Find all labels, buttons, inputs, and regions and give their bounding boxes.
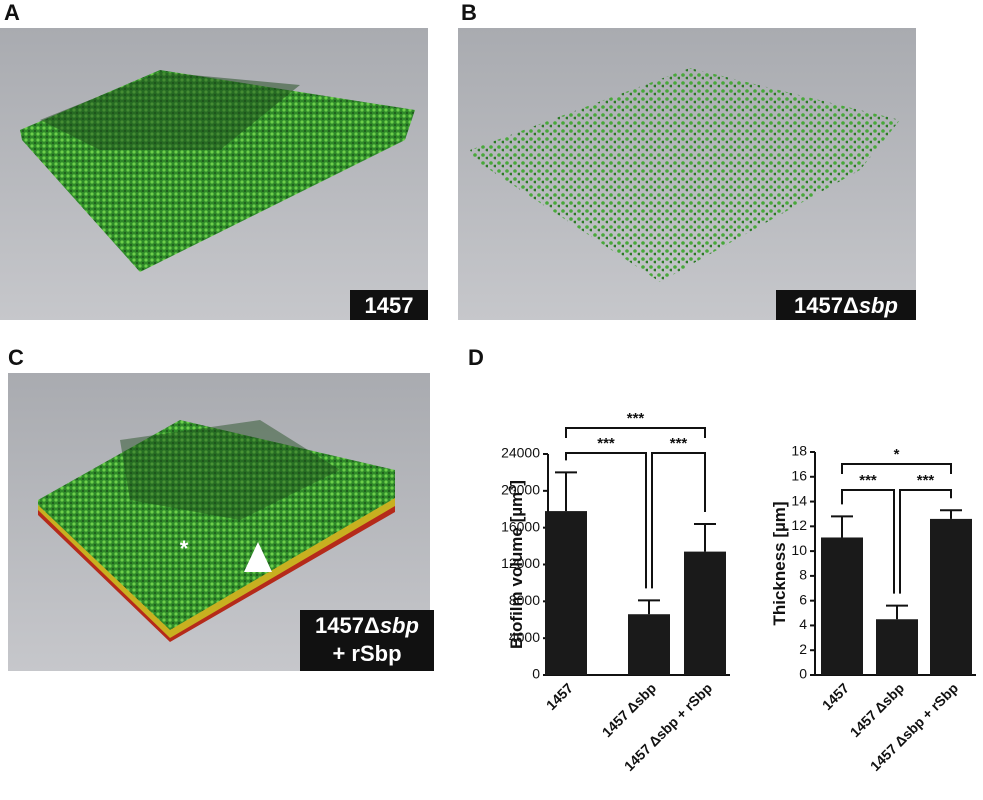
bar	[876, 619, 918, 675]
y-tick-label: 4	[799, 616, 807, 632]
bar	[545, 511, 587, 675]
significance-bracket	[565, 452, 647, 589]
annotation: *	[180, 536, 189, 561]
bar	[821, 537, 863, 675]
significance-bracket	[899, 489, 952, 594]
panel-label: D	[468, 345, 484, 370]
y-tick-label: 24000	[501, 445, 540, 461]
y-axis-label-part: 3	[507, 486, 519, 492]
y-tick-label: 10	[791, 542, 807, 558]
significance-bracket	[565, 427, 706, 438]
y-tick-label: 8000	[509, 592, 540, 608]
y-tick-label: 6	[799, 591, 807, 607]
panel-label: A	[4, 0, 20, 25]
microscopy-image: 1457	[0, 28, 428, 320]
x-tick-label: 1457 Δsbp	[599, 680, 659, 740]
y-tick-label: 8	[799, 567, 807, 583]
microscopy-image: * 1457Δsbp + rSbp	[8, 373, 434, 671]
y-tick-label: 16	[791, 467, 807, 483]
y-axis-label-part: Biofilm volume [µm	[507, 492, 526, 649]
panel-label: C	[8, 345, 24, 370]
y-tick-label: 16000	[501, 518, 540, 534]
microscopy-image: 1457Δsbp	[458, 28, 916, 320]
bar	[684, 551, 726, 675]
significance-label: ***	[917, 472, 935, 489]
image-caption: 1457	[365, 293, 414, 318]
significance-label: ***	[627, 410, 645, 427]
y-tick-label: 14	[791, 492, 807, 508]
x-tick-label: 1457	[819, 680, 852, 713]
image-caption: 1457Δsbp	[315, 613, 419, 638]
y-tick-label: 0	[799, 666, 807, 682]
significance-bracket	[841, 489, 895, 594]
significance-label: ***	[597, 435, 615, 452]
image-caption: + rSbp	[332, 641, 401, 666]
significance-label: ***	[670, 435, 688, 452]
y-tick-label: 12	[791, 517, 807, 533]
y-tick-label: 2	[799, 641, 807, 657]
panel-label: B	[461, 0, 477, 25]
bar	[628, 614, 670, 675]
x-tick-label: 1457	[543, 680, 576, 713]
y-tick-label: 4000	[509, 629, 540, 645]
y-axis-label: Thickness [µm]	[770, 501, 789, 625]
y-axis-label-part: ]	[507, 480, 526, 486]
significance-bracket	[841, 463, 952, 474]
significance-label: *	[894, 446, 900, 463]
y-tick-label: 12000	[501, 555, 540, 571]
y-tick-label: 20000	[501, 482, 540, 498]
y-axis-label: Biofilm volume [µm3]	[507, 480, 526, 649]
significance-label: ***	[859, 472, 877, 489]
significance-bracket	[651, 452, 706, 589]
y-axis-label-part: Thickness [µm]	[770, 501, 789, 625]
image-caption: 1457Δsbp	[794, 293, 898, 318]
y-tick-label: 0	[532, 666, 540, 682]
y-tick-label: 18	[791, 443, 807, 459]
bar	[930, 518, 972, 675]
